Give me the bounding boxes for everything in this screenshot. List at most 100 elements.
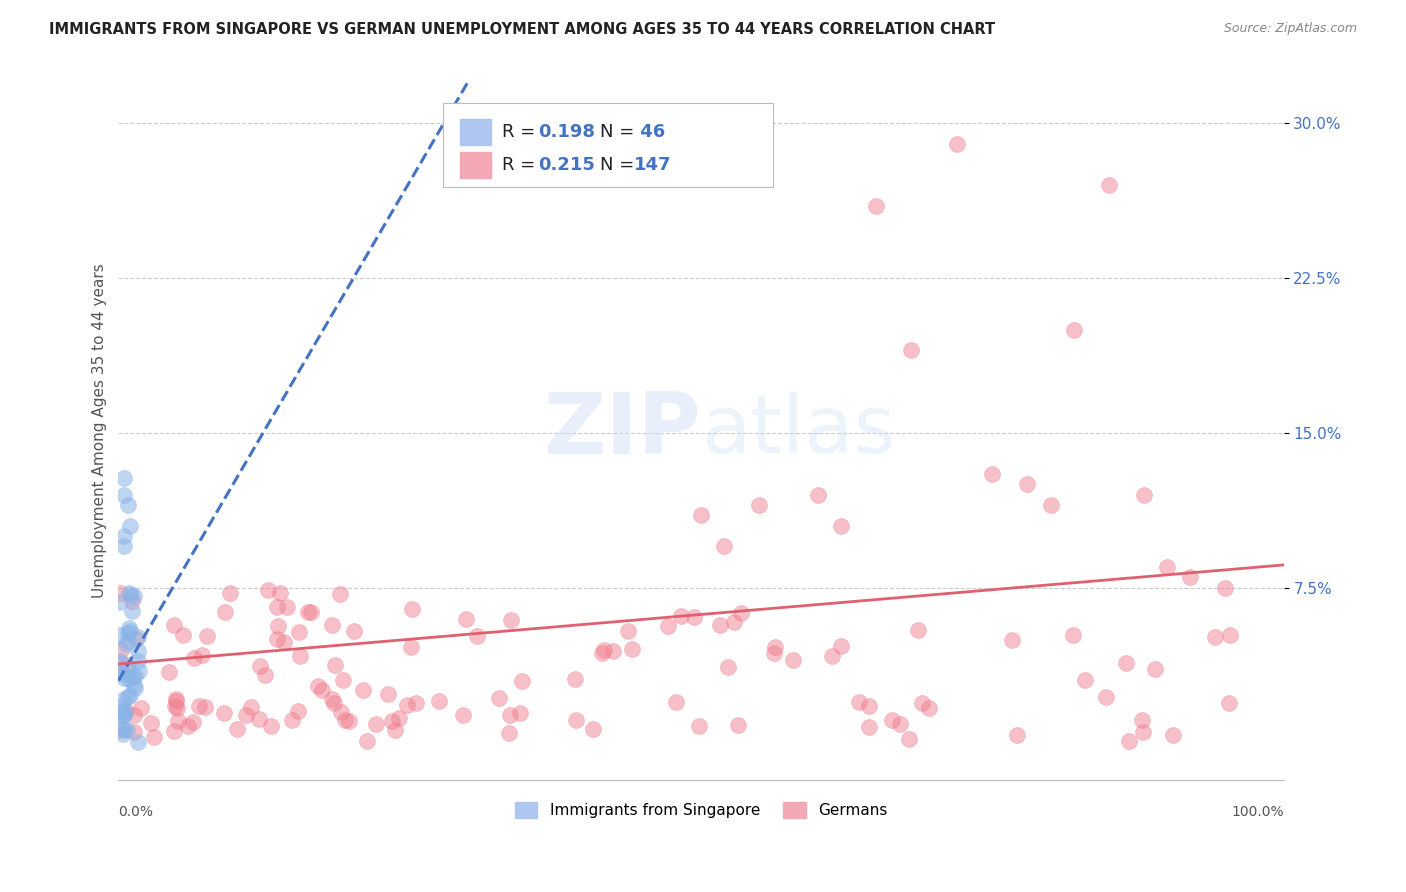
Point xyxy=(918,700,941,714)
Point xyxy=(127,654,149,668)
Point xyxy=(501,613,523,627)
Point xyxy=(214,605,236,619)
Point xyxy=(730,606,752,620)
Point xyxy=(112,539,135,553)
Point xyxy=(212,706,235,720)
Point xyxy=(297,605,319,619)
Point xyxy=(451,708,474,723)
Point xyxy=(1156,560,1178,574)
Point xyxy=(889,716,911,731)
Point xyxy=(108,595,131,609)
Point xyxy=(287,704,309,718)
Point xyxy=(125,632,148,646)
Point xyxy=(167,714,190,729)
Point xyxy=(591,646,613,660)
Text: 0.198: 0.198 xyxy=(538,123,596,141)
Point xyxy=(194,700,217,714)
Point xyxy=(848,695,870,709)
Point xyxy=(177,719,200,733)
Point xyxy=(114,706,136,720)
Point xyxy=(311,682,333,697)
Point xyxy=(865,199,887,213)
Point xyxy=(257,582,280,597)
Point xyxy=(830,639,852,653)
Point xyxy=(127,643,149,657)
Point xyxy=(946,136,969,151)
Point xyxy=(115,658,138,673)
Point xyxy=(709,617,731,632)
Point xyxy=(112,488,135,502)
Point xyxy=(111,666,134,681)
Point xyxy=(157,665,180,680)
Point xyxy=(307,679,329,693)
Point xyxy=(381,714,404,728)
Point xyxy=(165,692,187,706)
Point xyxy=(323,657,346,672)
Point xyxy=(1218,696,1240,710)
Text: IMMIGRANTS FROM SINGAPORE VS GERMAN UNEMPLOYMENT AMONG AGES 35 TO 44 YEARS CORRE: IMMIGRANTS FROM SINGAPORE VS GERMAN UNEM… xyxy=(49,22,995,37)
Point xyxy=(112,471,135,485)
Point xyxy=(121,594,143,608)
Point xyxy=(110,643,132,657)
Point xyxy=(299,606,322,620)
Point xyxy=(806,488,828,502)
Point xyxy=(117,723,139,737)
Point xyxy=(165,694,187,708)
Point xyxy=(323,696,346,710)
Point xyxy=(118,688,141,702)
Point xyxy=(763,640,786,654)
Point xyxy=(713,539,735,553)
Point xyxy=(121,604,143,618)
Point xyxy=(111,707,134,722)
Point xyxy=(499,708,522,723)
Point xyxy=(1130,713,1153,727)
Point xyxy=(1115,656,1137,670)
Point xyxy=(247,712,270,726)
Point xyxy=(122,708,145,723)
Point xyxy=(1213,581,1236,595)
Point xyxy=(266,600,288,615)
Point xyxy=(127,630,149,644)
Point xyxy=(288,649,311,664)
Point xyxy=(1095,690,1118,705)
Point xyxy=(226,722,249,736)
Point xyxy=(683,610,706,624)
Point xyxy=(181,715,204,730)
Point xyxy=(108,628,131,642)
Point xyxy=(118,624,141,638)
Point xyxy=(602,644,624,658)
Point xyxy=(762,646,785,660)
Point xyxy=(782,653,804,667)
Point xyxy=(565,713,588,727)
Point xyxy=(266,632,288,646)
Point xyxy=(122,589,145,603)
Point xyxy=(405,696,427,710)
Point xyxy=(118,621,141,635)
Point xyxy=(1204,630,1226,644)
Point xyxy=(665,695,688,709)
Point xyxy=(163,724,186,739)
Point xyxy=(254,667,277,681)
Point xyxy=(465,629,488,643)
Point xyxy=(1132,488,1154,502)
Point xyxy=(821,649,844,664)
Point xyxy=(249,659,271,673)
Text: R =: R = xyxy=(502,123,541,141)
Point xyxy=(454,612,477,626)
Point xyxy=(110,657,132,672)
Point xyxy=(124,669,146,683)
Point xyxy=(112,723,135,738)
Point xyxy=(270,586,292,600)
Point xyxy=(882,713,904,727)
Text: N =: N = xyxy=(600,156,640,174)
Point xyxy=(388,711,411,725)
Point xyxy=(115,637,138,651)
Point xyxy=(352,682,374,697)
Point xyxy=(120,588,142,602)
Point xyxy=(723,615,745,629)
Point xyxy=(401,602,423,616)
Point xyxy=(593,642,616,657)
Point xyxy=(117,662,139,676)
Point xyxy=(897,731,920,746)
Point xyxy=(111,721,134,735)
